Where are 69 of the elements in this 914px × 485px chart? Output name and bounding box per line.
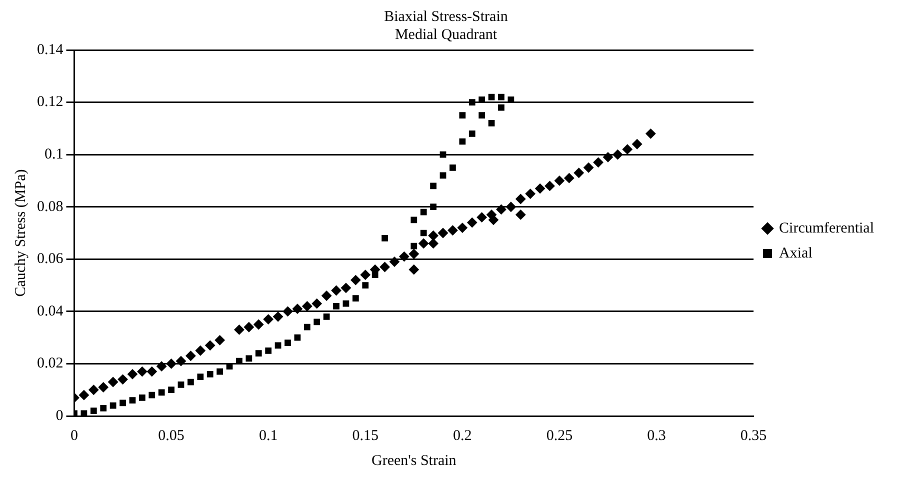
point — [90, 408, 97, 414]
y-tick-label: 0.14 — [37, 42, 64, 58]
legend-label: Axial — [779, 245, 812, 262]
point — [216, 368, 223, 375]
point — [80, 410, 88, 416]
x-tick-label: 0.1 — [258, 428, 278, 444]
point — [129, 397, 136, 404]
point — [197, 374, 204, 380]
point — [459, 138, 466, 145]
point — [100, 404, 107, 412]
chart-title: Biaxial Stress-Strain — [384, 8, 508, 25]
chart-subtitle: Medial Quadrant — [394, 26, 498, 43]
point — [430, 204, 436, 210]
y-tick-label: 0.1 — [44, 146, 64, 163]
point — [138, 394, 146, 401]
point — [459, 112, 466, 119]
y-axis-title: Cauchy Stress (MPa) — [12, 169, 29, 297]
y-tick-label: 0 — [56, 408, 64, 424]
point — [323, 313, 330, 320]
point — [382, 235, 388, 242]
point — [304, 324, 310, 330]
point — [420, 230, 427, 236]
point — [342, 300, 350, 307]
point — [440, 151, 446, 158]
point — [498, 104, 504, 111]
point — [420, 208, 427, 216]
x-tick-label: 0.25 — [546, 428, 573, 444]
point — [468, 99, 476, 106]
y-tick-label: 0.04 — [37, 303, 64, 320]
legend-label: Circumferential — [779, 220, 874, 236]
y-tick-label: 0.06 — [37, 251, 64, 268]
x-tick-label: 0 — [70, 428, 78, 444]
point — [450, 164, 456, 171]
x-axis-title: Green's Strain — [372, 452, 457, 469]
point — [120, 400, 126, 406]
point — [410, 216, 418, 224]
y-tick-label: 0.08 — [37, 198, 64, 215]
point — [488, 120, 495, 126]
point — [158, 389, 165, 396]
point — [430, 182, 436, 190]
point — [255, 350, 262, 356]
point — [352, 295, 359, 302]
point — [168, 386, 174, 394]
point — [188, 378, 194, 386]
point — [410, 242, 418, 250]
point — [284, 340, 291, 346]
point — [178, 381, 184, 388]
point — [246, 355, 252, 362]
point — [206, 370, 214, 378]
point — [468, 130, 476, 137]
point — [265, 347, 272, 354]
point — [333, 303, 340, 310]
x-tick-label: 0.15 — [352, 428, 378, 444]
x-tick-label: 0.3 — [647, 428, 666, 444]
y-tick-label: 0.12 — [37, 94, 64, 110]
point — [148, 392, 156, 398]
point — [274, 342, 282, 349]
point — [498, 94, 504, 100]
x-tick-label: 0.35 — [740, 428, 767, 444]
point — [440, 172, 446, 179]
point — [294, 334, 301, 341]
point — [478, 112, 486, 119]
x-tick-label: 0.2 — [453, 428, 472, 444]
point — [110, 402, 116, 409]
x-tick-label: 0.05 — [158, 428, 184, 444]
point — [362, 282, 369, 288]
y-tick-label: 0.02 — [37, 356, 64, 372]
point — [314, 318, 320, 326]
point — [488, 94, 495, 100]
